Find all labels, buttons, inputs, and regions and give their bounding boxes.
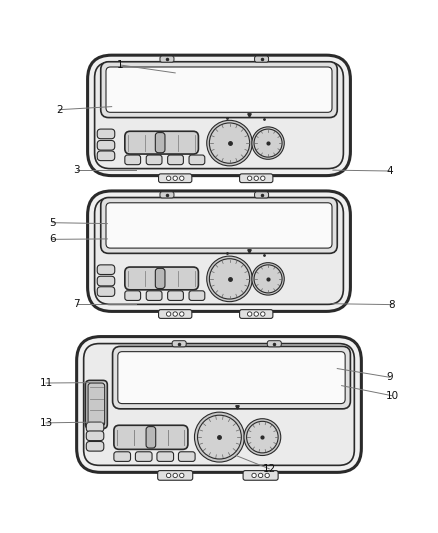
FancyBboxPatch shape xyxy=(146,291,162,301)
Circle shape xyxy=(209,259,250,299)
Text: 12: 12 xyxy=(263,464,276,474)
Circle shape xyxy=(180,473,184,478)
FancyBboxPatch shape xyxy=(125,291,141,301)
Text: 6: 6 xyxy=(49,235,56,244)
Text: 4: 4 xyxy=(386,166,393,176)
FancyBboxPatch shape xyxy=(101,198,337,253)
FancyBboxPatch shape xyxy=(114,425,188,449)
Text: 9: 9 xyxy=(386,373,393,382)
FancyBboxPatch shape xyxy=(160,192,174,198)
Circle shape xyxy=(207,256,252,302)
FancyBboxPatch shape xyxy=(254,192,268,198)
FancyBboxPatch shape xyxy=(97,276,115,286)
FancyBboxPatch shape xyxy=(95,198,343,304)
Circle shape xyxy=(173,312,177,316)
Text: 1: 1 xyxy=(117,60,124,70)
FancyBboxPatch shape xyxy=(114,452,131,462)
FancyBboxPatch shape xyxy=(172,341,186,347)
FancyBboxPatch shape xyxy=(86,431,104,441)
FancyBboxPatch shape xyxy=(125,131,198,154)
Circle shape xyxy=(265,473,269,478)
FancyBboxPatch shape xyxy=(97,141,115,150)
FancyBboxPatch shape xyxy=(97,151,115,160)
Circle shape xyxy=(247,176,252,181)
FancyBboxPatch shape xyxy=(168,291,184,301)
Circle shape xyxy=(209,123,250,163)
Circle shape xyxy=(247,312,252,316)
FancyBboxPatch shape xyxy=(160,56,174,62)
Circle shape xyxy=(252,473,256,478)
Circle shape xyxy=(207,120,252,166)
FancyBboxPatch shape xyxy=(106,203,332,248)
FancyBboxPatch shape xyxy=(85,381,107,429)
Circle shape xyxy=(254,312,258,316)
FancyBboxPatch shape xyxy=(95,62,343,168)
FancyBboxPatch shape xyxy=(157,452,173,462)
Circle shape xyxy=(166,176,171,181)
Circle shape xyxy=(173,473,177,478)
FancyBboxPatch shape xyxy=(84,344,354,465)
Circle shape xyxy=(244,419,281,456)
Circle shape xyxy=(252,127,284,159)
FancyBboxPatch shape xyxy=(146,426,156,448)
Circle shape xyxy=(261,312,265,316)
FancyBboxPatch shape xyxy=(118,352,345,403)
FancyBboxPatch shape xyxy=(189,155,205,165)
FancyBboxPatch shape xyxy=(254,56,268,62)
FancyBboxPatch shape xyxy=(97,129,115,139)
Text: 13: 13 xyxy=(39,418,53,428)
Circle shape xyxy=(247,421,278,453)
Circle shape xyxy=(254,176,258,181)
FancyBboxPatch shape xyxy=(125,155,141,165)
Circle shape xyxy=(254,265,282,293)
Circle shape xyxy=(180,312,184,316)
FancyBboxPatch shape xyxy=(240,310,273,318)
FancyBboxPatch shape xyxy=(88,55,350,175)
FancyBboxPatch shape xyxy=(77,336,361,472)
Text: 3: 3 xyxy=(73,165,80,175)
FancyBboxPatch shape xyxy=(159,174,192,183)
FancyBboxPatch shape xyxy=(97,287,115,296)
FancyBboxPatch shape xyxy=(106,67,332,112)
FancyBboxPatch shape xyxy=(189,291,205,301)
Text: 10: 10 xyxy=(385,391,399,401)
FancyBboxPatch shape xyxy=(146,155,162,165)
FancyBboxPatch shape xyxy=(113,346,350,409)
Circle shape xyxy=(173,176,177,181)
Circle shape xyxy=(261,176,265,181)
Circle shape xyxy=(252,263,284,295)
Text: 2: 2 xyxy=(56,104,63,115)
Circle shape xyxy=(254,129,282,157)
FancyBboxPatch shape xyxy=(168,155,184,165)
Circle shape xyxy=(198,415,241,459)
Text: 5: 5 xyxy=(49,217,56,228)
FancyBboxPatch shape xyxy=(135,452,152,462)
Circle shape xyxy=(166,473,171,478)
FancyBboxPatch shape xyxy=(86,441,104,451)
FancyBboxPatch shape xyxy=(159,310,192,318)
FancyBboxPatch shape xyxy=(88,191,350,311)
Circle shape xyxy=(166,312,171,316)
FancyBboxPatch shape xyxy=(267,341,281,347)
Text: 11: 11 xyxy=(39,378,53,388)
FancyBboxPatch shape xyxy=(178,452,195,462)
Circle shape xyxy=(194,412,244,462)
Text: 7: 7 xyxy=(73,298,80,309)
FancyBboxPatch shape xyxy=(155,268,165,288)
Text: 8: 8 xyxy=(389,300,396,310)
FancyBboxPatch shape xyxy=(97,265,115,274)
FancyBboxPatch shape xyxy=(155,133,165,153)
FancyBboxPatch shape xyxy=(240,174,273,183)
FancyBboxPatch shape xyxy=(243,471,278,480)
FancyBboxPatch shape xyxy=(125,267,198,290)
Circle shape xyxy=(180,176,184,181)
Circle shape xyxy=(258,473,263,478)
FancyBboxPatch shape xyxy=(86,422,104,432)
FancyBboxPatch shape xyxy=(88,383,105,426)
FancyBboxPatch shape xyxy=(158,471,193,480)
FancyBboxPatch shape xyxy=(101,62,337,118)
